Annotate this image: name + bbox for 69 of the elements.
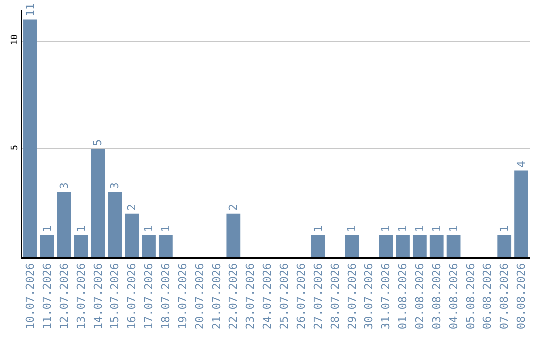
bar (74, 235, 88, 257)
x-tick-label: 23.07.2026 (244, 263, 258, 330)
bar (57, 192, 72, 257)
bar (158, 235, 173, 257)
x-tick-label: 17.07.2026 (142, 263, 156, 330)
data-label: 1 (396, 226, 410, 232)
x-tick-label: 14.07.2026 (92, 263, 105, 330)
x-tick-label: 18.07.2026 (160, 263, 173, 330)
x-tick-label: 31.07.2026 (380, 263, 393, 330)
x-tick-label: 24.07.2026 (261, 263, 274, 330)
bar (379, 235, 394, 257)
x-tick-label: 06.08.2026 (481, 263, 494, 330)
data-label: 2 (227, 204, 240, 211)
bar (108, 192, 122, 257)
bar (345, 235, 360, 257)
bar (24, 20, 38, 257)
x-tick-label: 25.07.2026 (278, 263, 292, 330)
bar (91, 149, 106, 257)
bar (396, 235, 410, 257)
x-tick-label: 27.07.2026 (312, 263, 325, 330)
data-label: 4 (515, 160, 528, 168)
x-tick-label: 29.07.2026 (346, 263, 359, 330)
x-tick-label: 19.07.2026 (176, 263, 190, 330)
bar (226, 214, 241, 257)
x-tick-label: 01.08.2026 (396, 263, 410, 330)
x-tick-label: 02.08.2026 (414, 263, 427, 330)
data-label: 1 (74, 226, 88, 232)
bar (430, 235, 444, 257)
x-tick-label: 21.07.2026 (210, 263, 224, 330)
data-label: 1 (40, 226, 54, 232)
x-tick-label: 26.07.2026 (294, 263, 308, 330)
x-tick-label: 10.07.2026 (24, 263, 38, 330)
bar (142, 235, 156, 257)
bar (514, 170, 528, 257)
data-label: 1 (447, 226, 460, 232)
x-tick-label: 16.07.2026 (126, 263, 139, 330)
x-tick-label: 30.07.2026 (362, 263, 376, 330)
bar (412, 235, 427, 257)
data-label: 1 (498, 226, 512, 232)
x-tick-label: 03.08.2026 (430, 263, 444, 330)
x-tick-label: 13.07.2026 (74, 263, 88, 330)
x-tick-label: 05.08.2026 (464, 263, 478, 330)
x-tick-label: 04.08.2026 (447, 263, 460, 330)
x-tick-label: 07.08.2026 (498, 263, 512, 330)
data-label: 1 (413, 226, 426, 232)
x-tick-label: 11.07.2026 (40, 263, 54, 330)
data-label: 1 (380, 226, 393, 232)
y-tick-label: 10 (10, 34, 20, 46)
bar (311, 235, 326, 257)
data-label: 3 (58, 182, 71, 190)
data-label: 1 (346, 226, 359, 232)
data-label: 1 (159, 226, 172, 232)
data-label: 5 (92, 140, 105, 146)
x-tick-label: 08.08.2026 (515, 263, 528, 330)
bar (498, 235, 512, 257)
data-label: 1 (430, 226, 444, 232)
data-label: 2 (126, 204, 139, 211)
bar (40, 235, 54, 257)
data-label: 1 (142, 226, 156, 232)
data-label: 11 (24, 3, 37, 17)
x-tick-label: 20.07.2026 (193, 263, 206, 330)
x-tick-label: 28.07.2026 (328, 263, 342, 330)
bar (446, 235, 461, 257)
data-label: 1 (312, 226, 325, 232)
x-tick-label: 12.07.2026 (58, 263, 71, 330)
x-tick-label: 22.07.2026 (227, 263, 240, 330)
x-tick-label: 15.07.2026 (108, 263, 122, 330)
data-label: 3 (108, 182, 122, 190)
bar (125, 214, 140, 257)
